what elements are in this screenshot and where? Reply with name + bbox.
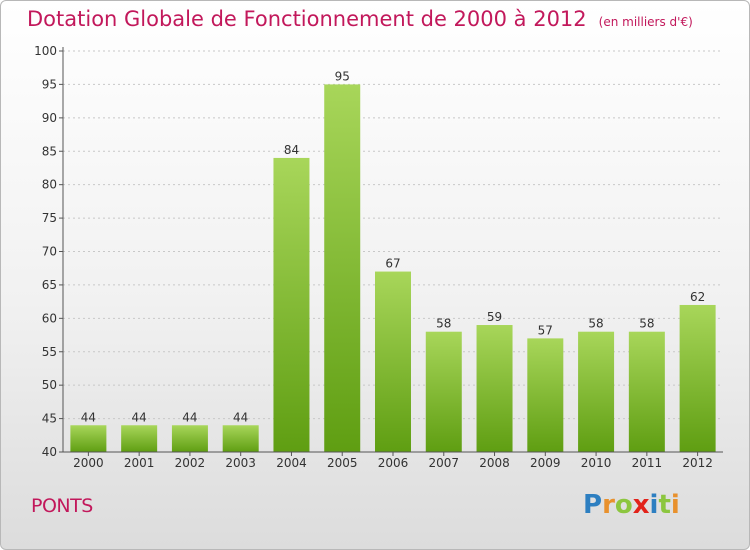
y-tick-label: 65: [42, 278, 57, 292]
x-tick-label: 2012: [682, 456, 713, 470]
x-tick-label: 2003: [225, 456, 256, 470]
data-label: 84: [284, 143, 299, 157]
y-tick-label: 100: [34, 44, 57, 58]
logo-letter: i: [649, 490, 659, 520]
x-tick-label: 2006: [378, 456, 409, 470]
data-label: 44: [182, 410, 197, 424]
bar: [628, 331, 665, 452]
bar: [375, 271, 411, 452]
commune-name: PONTS: [31, 495, 93, 517]
y-tick-label: 50: [42, 378, 57, 392]
y-tick-label: 75: [42, 211, 57, 225]
bar: [578, 331, 615, 452]
x-tick-label: 2010: [581, 456, 612, 470]
y-tick-label: 70: [42, 245, 57, 259]
bar: [171, 425, 208, 452]
y-tick-label: 90: [42, 111, 57, 125]
y-tick-label: 95: [42, 77, 57, 91]
logo-letter: i: [670, 490, 680, 520]
x-tick-label: 2011: [632, 456, 663, 470]
bar: [70, 425, 107, 452]
bar: [222, 425, 259, 452]
bar: [121, 425, 158, 452]
y-tick-label: 80: [42, 178, 57, 192]
data-label: 58: [588, 317, 603, 331]
y-tick-label: 60: [42, 311, 57, 325]
data-label: 59: [487, 310, 502, 324]
data-label: 62: [690, 290, 705, 304]
x-tick-label: 2002: [175, 456, 206, 470]
bar: [273, 157, 310, 452]
logo-letter: P: [583, 490, 603, 520]
x-tick-label: 2005: [327, 456, 358, 470]
axis-layer: 40 45 50 55 60 65 70 75 80 85 90 95 100 2000 2001 2002 2…: [34, 44, 723, 470]
data-label: 67: [385, 257, 400, 271]
x-tick-label: 2004: [276, 456, 307, 470]
x-tick-label: 2008: [479, 456, 510, 470]
data-label: 58: [639, 317, 654, 331]
data-label: 44: [233, 410, 248, 424]
bar: [527, 338, 564, 452]
logo-letter: o: [614, 490, 633, 520]
data-label: 44: [81, 410, 96, 424]
x-tick-label: 2000: [73, 456, 104, 470]
title-unit: (en milliers d'€): [598, 15, 693, 29]
data-label: 95: [335, 69, 350, 83]
proxiti-logo[interactable]: Proxiti: [583, 490, 680, 520]
y-tick-label: 45: [42, 412, 57, 426]
logo-letter: x: [632, 490, 650, 520]
bar-layer: 44 44 44 44 84 95 67 58 59 57 58 58 62: [70, 69, 716, 453]
data-label: 44: [132, 410, 147, 424]
title-text: Dotation Globale de Fonctionnement de 20…: [27, 7, 587, 31]
x-tick-label: 2009: [530, 456, 561, 470]
bar: [476, 325, 513, 452]
bar: [679, 304, 716, 452]
y-tick-label: 40: [42, 445, 57, 459]
data-label: 58: [436, 317, 451, 331]
data-label: 57: [538, 323, 553, 337]
x-tick-label: 2007: [428, 456, 459, 470]
logo-letter: r: [602, 490, 615, 520]
y-tick-label: 55: [42, 345, 57, 359]
bar: [324, 84, 361, 453]
x-tick-label: 2001: [124, 456, 155, 470]
chart-title: Dotation Globale de Fonctionnement de 20…: [27, 7, 693, 31]
y-tick-label: 85: [42, 144, 57, 158]
logo-letter: t: [658, 490, 671, 520]
bar: [425, 331, 462, 452]
